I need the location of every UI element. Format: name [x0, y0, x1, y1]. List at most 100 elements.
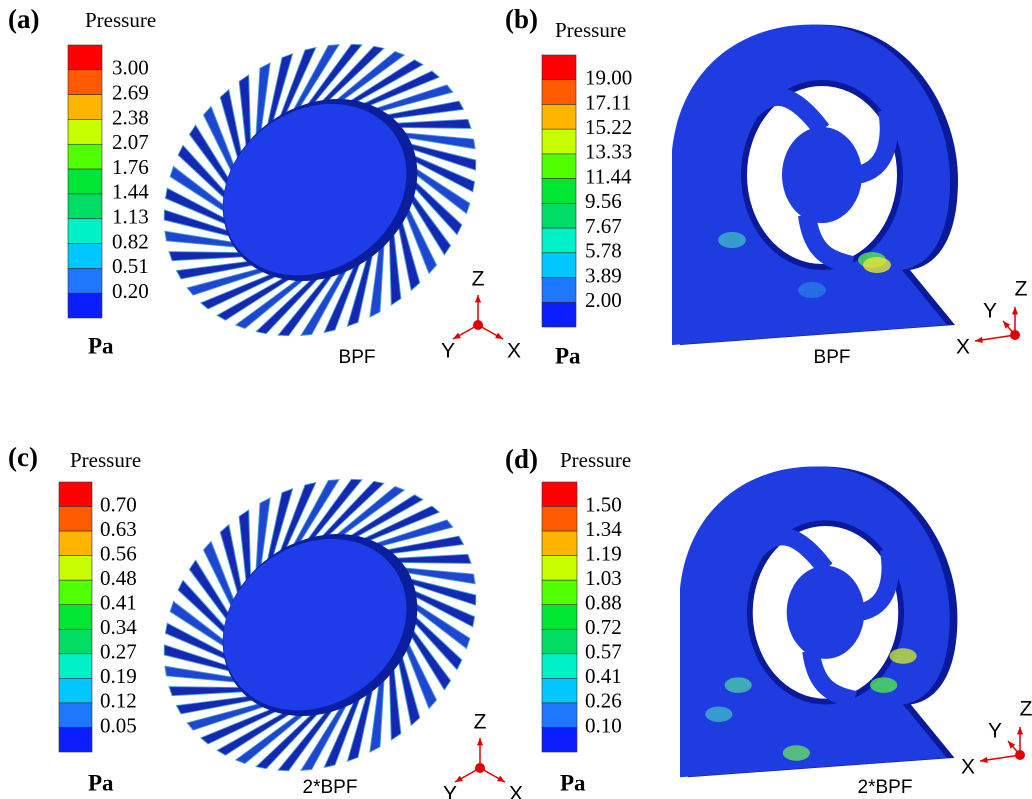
axis-x: X — [961, 756, 975, 779]
legend-swatch — [67, 218, 103, 244]
legend-swatch — [541, 301, 577, 328]
legend-value: 0.41 — [585, 664, 622, 688]
legend-swatch — [67, 44, 103, 71]
legend-value: 13.33 — [585, 140, 632, 164]
volute-spoke — [854, 108, 898, 184]
legend-swatch — [541, 128, 577, 155]
legend-value: 1.13 — [112, 205, 149, 229]
axis-origin — [475, 763, 485, 773]
legend-value: 1.76 — [112, 155, 149, 179]
axis-y: Y — [441, 340, 455, 363]
legend-swatch — [58, 555, 93, 581]
legend-swatch — [541, 153, 577, 179]
legend-swatch — [541, 628, 578, 655]
legend-value: 0.27 — [100, 640, 137, 664]
legend-value: 0.82 — [112, 229, 149, 253]
legend-swatch — [541, 530, 578, 556]
legend-swatch — [67, 268, 103, 294]
legend-value: 9.56 — [585, 189, 622, 213]
legend-unit: Pa — [560, 770, 586, 795]
axis-x: X — [507, 340, 521, 363]
axis-y: Y — [983, 300, 997, 323]
legend-swatch — [67, 94, 103, 120]
legend-swatch — [541, 277, 577, 303]
volute-spoke — [802, 649, 857, 709]
legend-swatch — [58, 506, 93, 532]
legend-swatch — [67, 69, 103, 95]
arrow-head — [497, 775, 505, 782]
legend-title: Pressure — [555, 18, 626, 42]
legend-value: 0.19 — [100, 664, 137, 688]
legend-swatch — [58, 727, 93, 753]
legend-value: 2.38 — [112, 105, 149, 129]
arrow-head — [1016, 727, 1024, 735]
legend-swatch — [67, 243, 103, 269]
legend-value: 2.00 — [585, 288, 622, 312]
legend-value: 0.56 — [100, 541, 137, 565]
legend-swatch — [541, 506, 578, 532]
legend-value: 15.22 — [585, 115, 632, 139]
pressure-spot — [863, 257, 891, 273]
axis-origin — [1010, 330, 1020, 340]
legend-swatch — [541, 178, 577, 204]
legend-swatch — [541, 702, 578, 728]
legend-value: 0.05 — [100, 713, 137, 737]
panel-label: (b) — [505, 4, 538, 34]
volute-image — [680, 466, 958, 778]
axis-x: X — [956, 336, 970, 359]
fan-image — [163, 43, 477, 337]
arrow-head — [1008, 741, 1016, 749]
axis-z: Z — [474, 711, 487, 734]
pressure-spot — [705, 706, 733, 722]
legend-value: 1.03 — [585, 566, 622, 590]
legend-value: 1.50 — [585, 492, 622, 516]
legend-swatch — [67, 119, 103, 145]
legend-value: 1.34 — [585, 517, 622, 541]
caption: 2*BPF — [303, 777, 358, 798]
volute-spoke — [745, 87, 830, 136]
fan-hub — [223, 538, 407, 711]
arrow-head — [495, 332, 503, 339]
caption: BPF — [814, 347, 851, 368]
legend-value: 19.00 — [585, 66, 632, 90]
legend-value: 0.20 — [112, 279, 149, 303]
arrow-head — [1003, 321, 1011, 329]
pressure-spot — [718, 232, 746, 248]
panel-label: (a) — [8, 4, 39, 34]
panel-label: (d) — [505, 444, 538, 474]
legend-swatch — [67, 168, 103, 195]
arrow-head — [476, 738, 484, 746]
volute-image — [672, 24, 958, 345]
axis-z: Z — [472, 268, 485, 291]
axis-z: Z — [1020, 698, 1032, 721]
legend-value: 0.70 — [100, 492, 137, 516]
volute-hub — [782, 127, 862, 223]
legend-swatch — [58, 481, 93, 507]
volute-hub — [786, 565, 865, 659]
legend-value: 0.10 — [585, 713, 622, 737]
axis-y: Y — [443, 783, 457, 799]
legend-swatch — [541, 579, 578, 606]
pressure-spot — [889, 648, 917, 664]
arrow-head — [455, 775, 463, 782]
legend-value: 5.78 — [585, 239, 622, 263]
legend-swatch — [58, 530, 93, 556]
legend-swatch — [541, 653, 578, 679]
legend-swatch — [58, 702, 93, 728]
legend-swatch — [67, 292, 103, 319]
axis-origin — [1015, 750, 1025, 760]
legend-value: 0.12 — [100, 689, 137, 713]
legend-unit: Pa — [88, 333, 114, 358]
axis-y: Y — [988, 720, 1002, 743]
legend-value: 7.67 — [585, 214, 622, 238]
legend-swatch — [541, 104, 577, 130]
caption: BPF — [339, 347, 376, 368]
legend-swatch — [541, 727, 578, 753]
panel-label: (c) — [8, 442, 38, 472]
arrow-head — [453, 332, 461, 339]
legend-title: Pressure — [70, 448, 141, 472]
legend-title: Pressure — [85, 8, 156, 32]
legend-swatch — [67, 143, 103, 170]
legend-value: 0.57 — [585, 640, 622, 664]
legend-swatch — [541, 79, 577, 105]
